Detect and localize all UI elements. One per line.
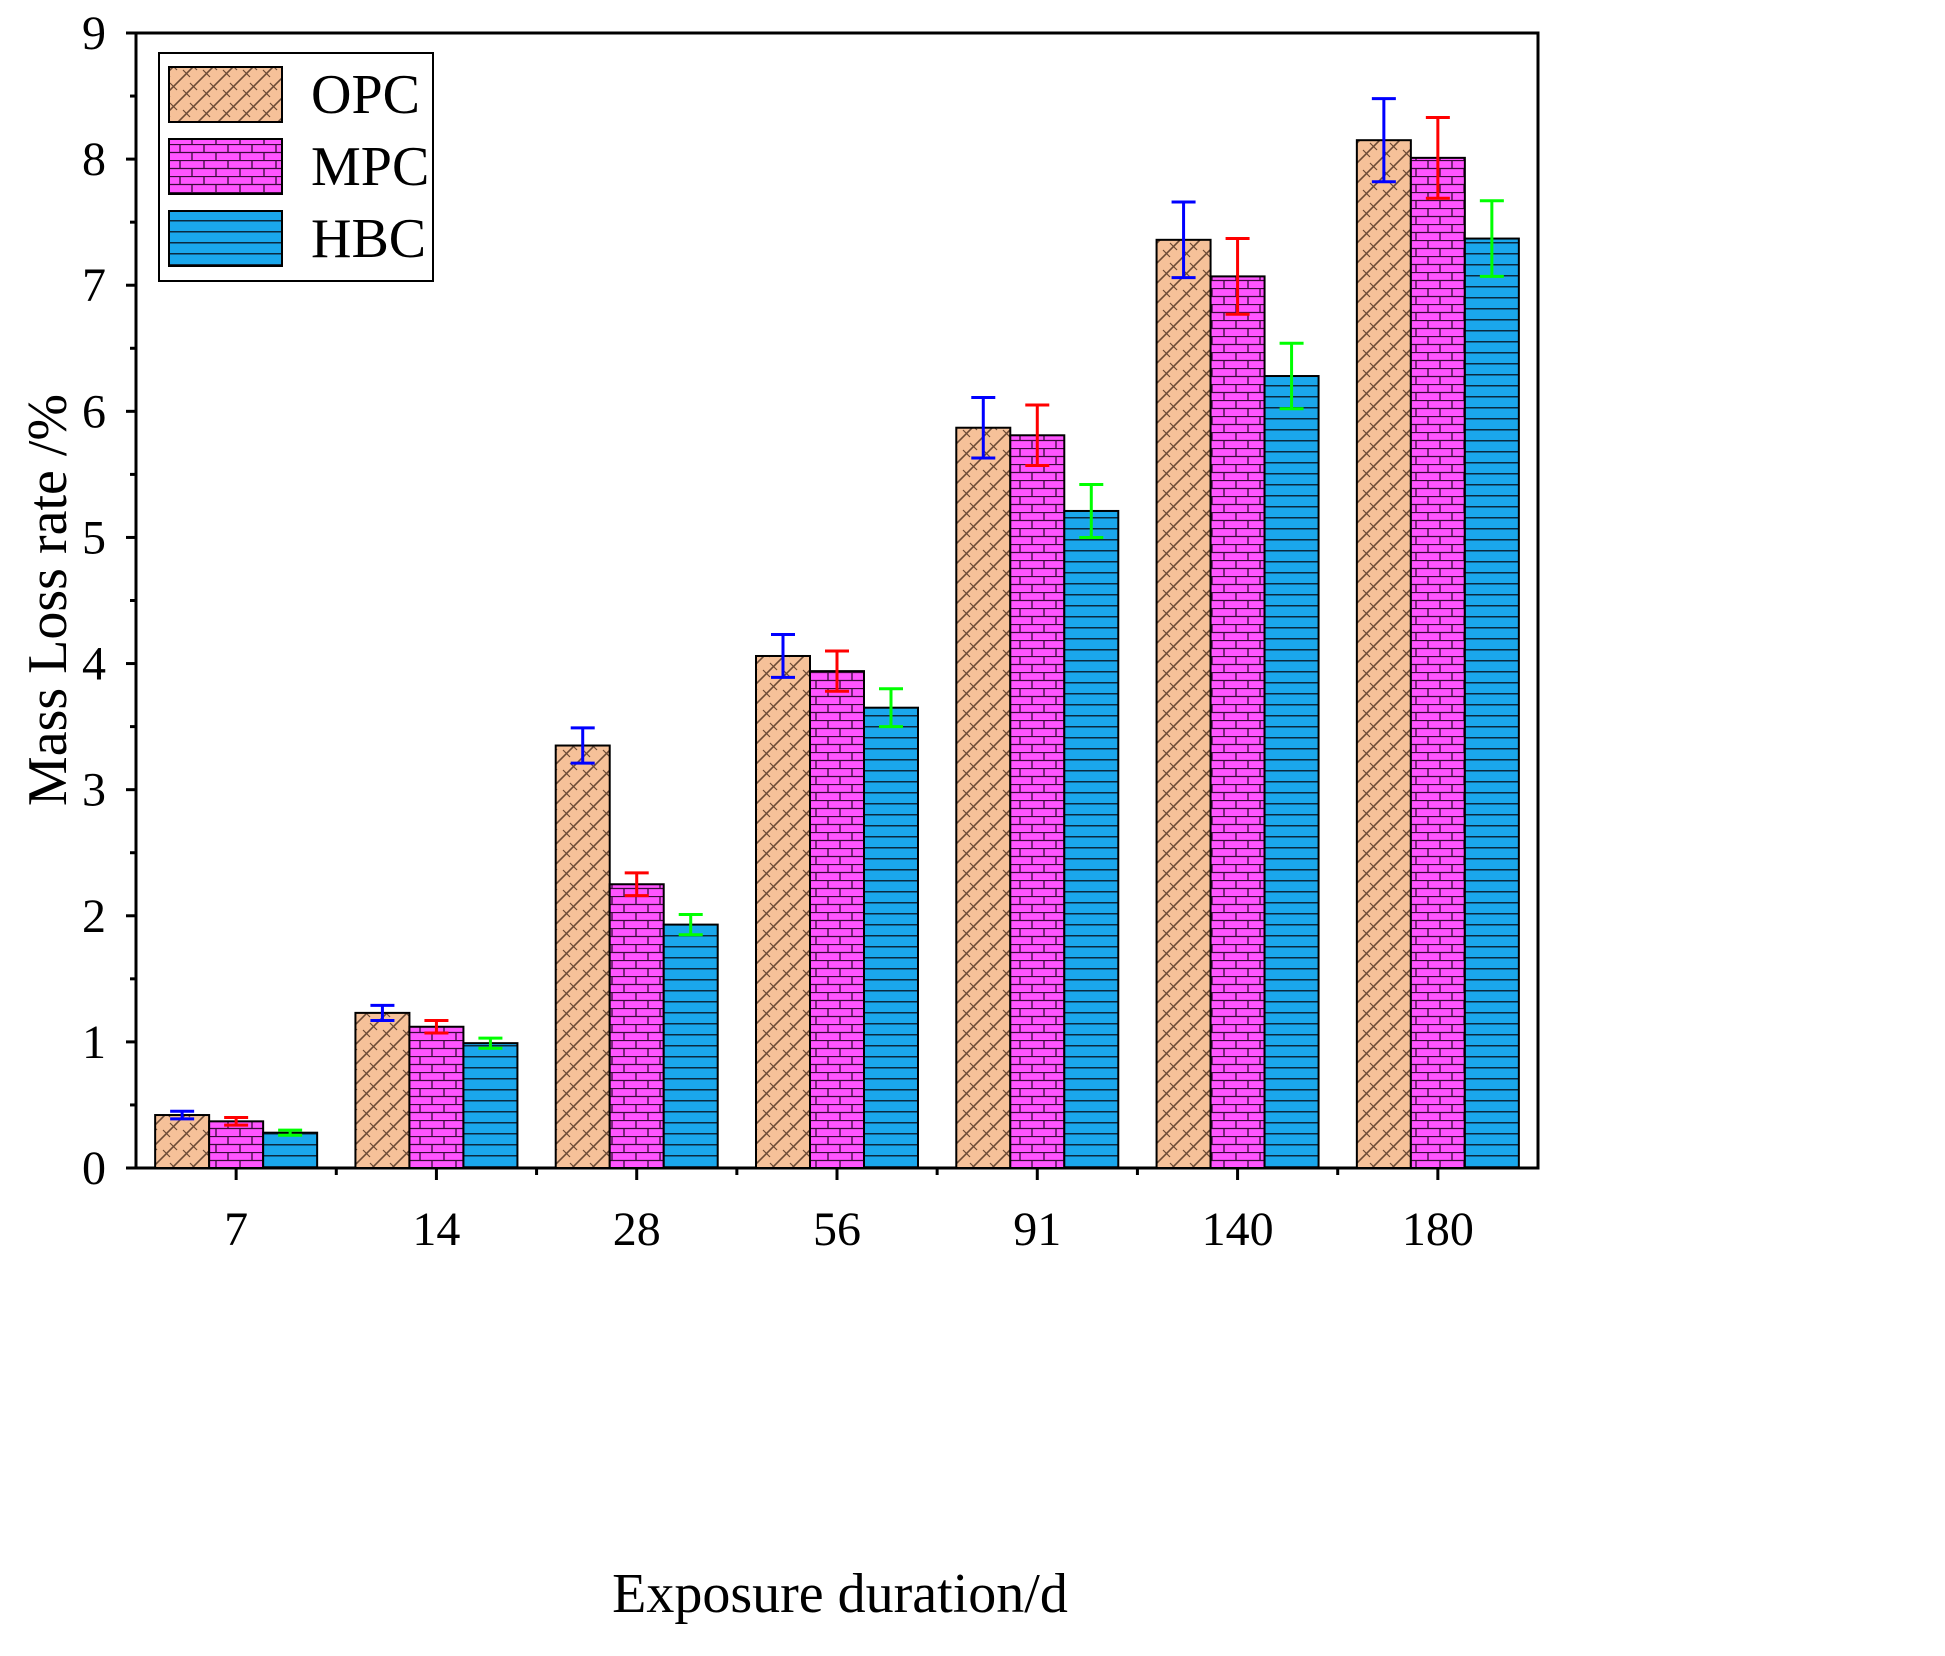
y-tick-label: 3 (82, 764, 106, 817)
bar-hbc (1463, 237, 1520, 1170)
bar-opc (554, 744, 611, 1169)
bar-mpc (1209, 275, 1266, 1169)
y-tick-label: 1 (82, 1016, 106, 1069)
bar-hbc (863, 706, 919, 1169)
bar-mpc (1009, 434, 1066, 1169)
legend-swatch-opc (168, 66, 283, 123)
bar-mpc (208, 1120, 265, 1169)
bar-hbc (262, 1131, 319, 1169)
bar-mpc (408, 1025, 465, 1170)
bar-hbc (1263, 375, 1320, 1169)
y-axis-title: Mass Loss rate /% (17, 394, 79, 806)
bar-opc (154, 1114, 211, 1169)
bar-opc (1355, 139, 1412, 1169)
x-tick-label: 7 (224, 1203, 248, 1256)
bar-hbc (1063, 509, 1120, 1169)
bar-opc (354, 1011, 411, 1170)
legend-swatch-hbc (168, 210, 283, 267)
x-axis: 7 14 28 56 91 140 180 (224, 1168, 1474, 1256)
y-tick-label: 4 (82, 638, 106, 691)
error-bars-group (170, 97, 1504, 1137)
x-tick-label: 91 (1013, 1203, 1061, 1256)
bar-mpc (809, 670, 865, 1169)
x-tick-label: 28 (613, 1203, 661, 1256)
bar-hbc (462, 1042, 519, 1170)
x-tick-label: 180 (1402, 1203, 1474, 1256)
legend: OPC MPC HBC (158, 52, 434, 282)
y-tick-label: 6 (82, 385, 106, 438)
x-tick-label: 56 (813, 1203, 861, 1256)
x-axis-title: Exposure duration/d (612, 1563, 1068, 1625)
y-tick-label: 5 (82, 511, 106, 564)
legend-label-hbc: HBC (311, 208, 426, 270)
bar-hbc (662, 923, 719, 1169)
bar-opc (755, 654, 811, 1169)
y-tick-label: 8 (82, 133, 106, 186)
x-tick-label: 140 (1202, 1203, 1274, 1256)
bar-opc (955, 426, 1012, 1169)
bar-mpc (1409, 156, 1466, 1170)
bar-mpc (608, 883, 665, 1169)
y-tick-label: 7 (82, 259, 106, 312)
y-tick-label: 2 (82, 890, 106, 943)
bar-opc (1155, 238, 1212, 1170)
legend-label-opc: OPC (311, 64, 420, 126)
y-axis: 0 1 2 3 4 5 6 7 8 9 (82, 7, 136, 1195)
x-tick-label: 14 (412, 1203, 460, 1256)
y-tick-label: 0 (82, 1142, 106, 1195)
y-tick-label: 9 (82, 7, 106, 60)
legend-label-mpc: MPC (311, 136, 429, 198)
legend-swatch-mpc (168, 138, 283, 195)
